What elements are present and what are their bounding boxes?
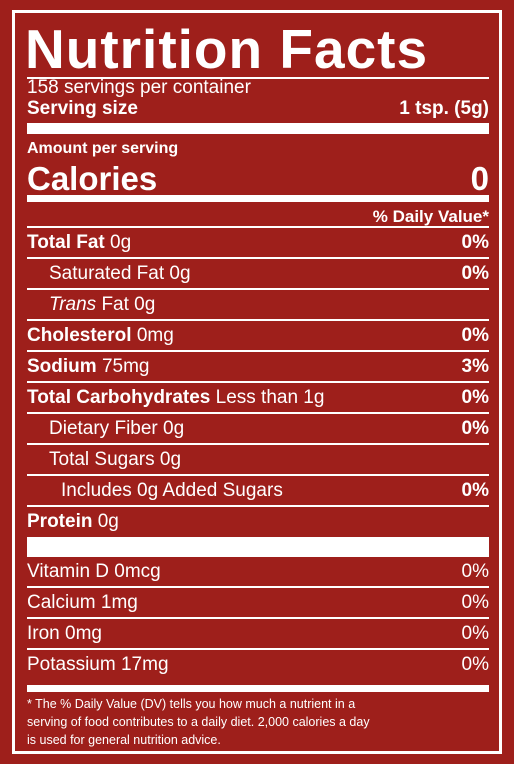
vitamin-name: Potassium 17mg — [27, 654, 169, 675]
nutrient-row: Cholesterol 0mg 0% — [27, 322, 489, 350]
nutrient: Dietary Fiber 0g — [27, 418, 184, 440]
footnote-line: is used for general nutrition advice. — [27, 733, 221, 747]
daily-value: 0% — [461, 654, 489, 675]
daily-value: 0% — [461, 480, 489, 501]
nutrient-name: Protein — [27, 511, 93, 532]
rule — [27, 586, 489, 588]
rule — [27, 474, 489, 476]
servings-row: 158 servings per container — [27, 74, 489, 102]
nutrient-amount: Fat 0g — [101, 294, 156, 315]
daily-value: 0% — [461, 561, 489, 582]
nutrient-name: Trans — [49, 294, 97, 315]
thick-rule — [27, 537, 489, 557]
rule — [27, 77, 489, 79]
nutrient-amount: 0mg — [136, 325, 174, 346]
nutrient-row: Total Fat 0g 0% — [27, 229, 489, 257]
daily-value: 0% — [461, 592, 489, 613]
footnote-line: serving of food contributes to a daily d… — [27, 715, 370, 729]
nutrient-amount: 0g — [163, 418, 185, 439]
nutrient: Total Sugars 0g — [27, 449, 181, 471]
thick-rule — [27, 195, 489, 202]
rule — [27, 648, 489, 650]
nutrient-name: Dietary Fiber — [49, 418, 158, 439]
calories-label: Calories — [27, 160, 158, 197]
nutrient-name: Total Carbohydrates — [27, 387, 211, 408]
rule — [27, 350, 489, 352]
nutrient-name: Total Fat — [27, 232, 105, 253]
thick-rule — [27, 685, 489, 692]
nutrient-name: Cholesterol — [27, 325, 132, 346]
nutrient: Total Fat 0g — [27, 232, 131, 254]
daily-value: 0% — [461, 387, 489, 408]
rule — [27, 226, 489, 228]
vitamin-name: Vitamin D 0mcg — [27, 561, 161, 582]
nutrient-amount: 0g — [97, 511, 119, 532]
rule — [27, 412, 489, 414]
nutrient: Protein 0g — [27, 511, 119, 533]
rule — [27, 288, 489, 290]
nutrient: Cholesterol 0mg — [27, 325, 174, 347]
nutrient-row: Dietary Fiber 0g 0% — [27, 415, 489, 443]
vitamin-row: Potassium 17mg 0% — [27, 651, 489, 679]
nutrient-amount: 0g — [110, 232, 132, 253]
rule — [27, 381, 489, 383]
nutrient: Sodium 75mg — [27, 356, 149, 378]
serving-size-row: Serving size 1 tsp. (5g) — [27, 95, 489, 123]
nutrient: Includes 0g Added Sugars — [27, 480, 283, 502]
nutrient-row: Protein 0g — [27, 508, 489, 536]
nutrient-amount: 0g — [159, 449, 182, 470]
vitamin-name: Calcium 1mg — [27, 592, 138, 613]
rule — [27, 617, 489, 619]
vitamin-row: Calcium 1mg 0% — [27, 589, 489, 617]
serving-size-label: Serving size — [27, 98, 138, 119]
dv-header-row: % Daily Value* — [27, 203, 489, 231]
nutrient-row: Total Sugars 0g — [27, 446, 489, 474]
nutrient-row: Total Carbohydrates Less than 1g 0% — [27, 384, 489, 412]
nutrient-row: Sodium 75mg 3% — [27, 353, 489, 381]
nutrient-row: Saturated Fat 0g 0% — [27, 260, 489, 288]
nutrient: Total Carbohydrates Less than 1g — [27, 387, 324, 409]
rule — [27, 319, 489, 321]
nutrient-name: Sodium — [27, 356, 97, 377]
amount-per-serving-text: Amount per serving — [27, 140, 179, 157]
vitamin-row: Vitamin D 0mcg 0% — [27, 558, 489, 586]
nutrient: Saturated Fat 0g — [27, 263, 191, 285]
nutrient-name: Includes 0g Added Sugars — [61, 480, 283, 501]
servings: 158 servings per container — [27, 77, 251, 98]
vitamin-name: Iron 0mg — [27, 623, 102, 644]
nutrition-label: Nutrition Facts 158 servings per contain… — [12, 10, 502, 754]
rule — [27, 257, 489, 259]
daily-value: 0% — [461, 325, 489, 346]
rule — [27, 443, 489, 445]
daily-value: 0% — [461, 418, 489, 439]
dv-header: % Daily Value* — [372, 207, 489, 226]
daily-value: 0% — [461, 623, 489, 644]
nutrient-amount: 75mg — [101, 356, 150, 377]
footnote-line: * The % Daily Value (DV) tells you how m… — [27, 697, 356, 711]
daily-value: 0% — [461, 232, 489, 253]
nutrient-name: Saturated Fat — [49, 263, 165, 284]
nutrient-amount: Less than 1g — [215, 387, 325, 408]
amount-per-serving: Amount per serving — [27, 135, 489, 163]
nutrient-amount: 0g — [169, 263, 191, 284]
title: Nutrition Facts — [25, 18, 429, 80]
calories-row: Calories 0 — [27, 160, 489, 197]
vitamin-row: Iron 0mg 0% — [27, 620, 489, 648]
nutrient: Trans Fat 0g — [27, 294, 155, 316]
daily-value: 3% — [461, 356, 489, 377]
rule — [27, 505, 489, 507]
nutrient-row: Trans Fat 0g — [27, 291, 489, 319]
nutrient-name: Total Sugars — [49, 449, 155, 470]
calories-value: 0 — [470, 160, 489, 197]
thick-rule — [27, 123, 489, 134]
nutrient-row: Includes 0g Added Sugars 0% — [27, 477, 489, 505]
serving-size-value: 1 tsp. (5g) — [399, 98, 489, 119]
daily-value: 0% — [461, 263, 489, 284]
